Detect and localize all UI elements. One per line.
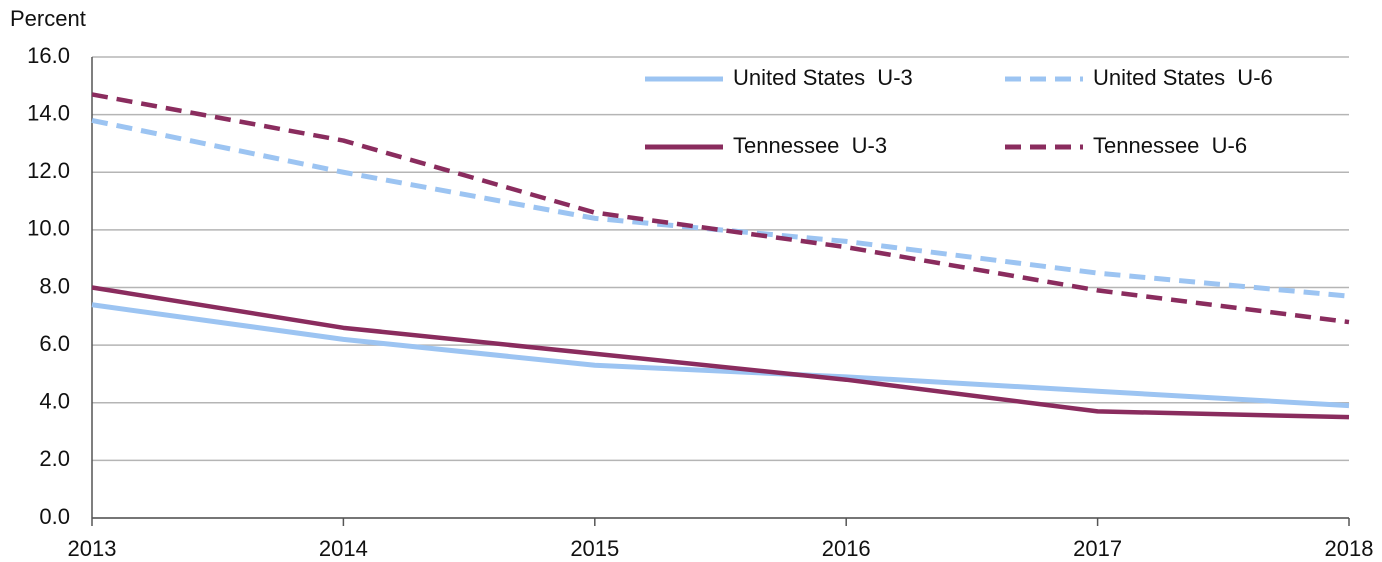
- y-tick-label: 16.0: [27, 43, 70, 68]
- y-tick-label: 4.0: [39, 389, 70, 414]
- series-line: [91, 285, 1350, 420]
- y-tick-label: 12.0: [27, 158, 70, 183]
- legend-label: Tennessee U-6: [1093, 133, 1247, 158]
- x-tick-label: 2014: [319, 536, 368, 561]
- x-tick-label: 2017: [1073, 536, 1122, 561]
- legend-label: United States U-3: [733, 65, 913, 90]
- series-line: [91, 92, 1350, 325]
- series-line: [91, 302, 1350, 409]
- y-tick-label: 2.0: [39, 446, 70, 471]
- y-tick-label: 10.0: [27, 216, 70, 241]
- x-tick-label: 2016: [822, 536, 871, 561]
- legend-label: Tennessee U-3: [733, 133, 887, 158]
- y-tick-label: 0.0: [39, 504, 70, 529]
- x-tick-label: 2013: [68, 536, 117, 561]
- legend-label: United States U-6: [1093, 65, 1273, 90]
- x-tick-label: 2018: [1325, 536, 1374, 561]
- y-tick-label: 6.0: [39, 331, 70, 356]
- series-line: [91, 117, 1350, 299]
- y-tick-label: 14.0: [27, 100, 70, 125]
- y-tick-label: 8.0: [39, 273, 70, 298]
- x-tick-label: 2015: [570, 536, 619, 561]
- y-axis-label: Percent: [10, 6, 86, 31]
